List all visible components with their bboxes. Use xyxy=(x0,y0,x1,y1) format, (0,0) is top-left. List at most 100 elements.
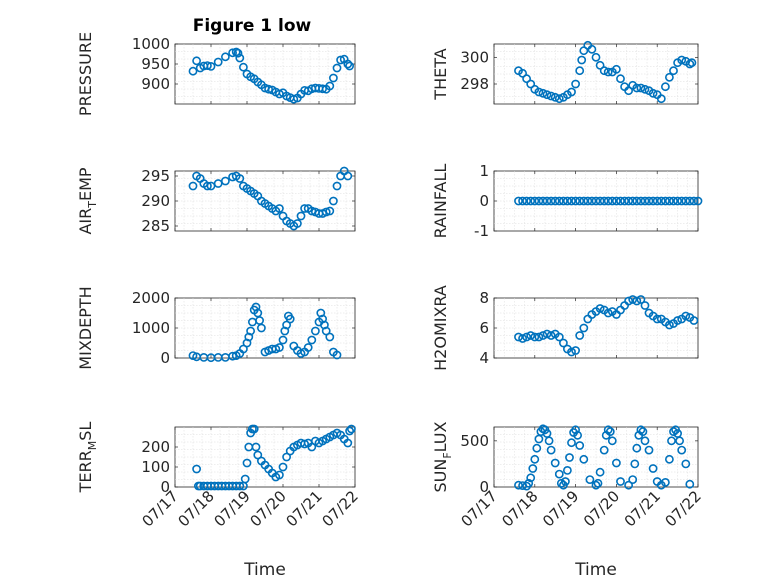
data-point xyxy=(620,196,629,206)
data-point xyxy=(603,425,613,435)
data-point xyxy=(595,467,605,477)
data-point xyxy=(595,304,605,313)
data-point xyxy=(550,196,560,206)
y-tick-label: 0 xyxy=(479,478,489,496)
data-point xyxy=(556,478,566,488)
data-point xyxy=(300,439,309,449)
data-point xyxy=(607,436,617,446)
x-tick-label: 07/20 xyxy=(580,487,623,530)
subplot-8: 0500SUNFLUX07/1707/1807/1907/2007/2107/2… xyxy=(431,421,705,580)
data-point xyxy=(571,196,580,206)
y-tick-label: 1000 xyxy=(132,35,170,53)
data-point xyxy=(661,196,670,206)
y-tick-label: 0 xyxy=(160,478,170,496)
data-point xyxy=(292,219,302,228)
x-tick-label: 07/18 xyxy=(498,487,541,530)
data-point xyxy=(235,174,245,183)
x-tick-label: 07/21 xyxy=(283,487,326,530)
data-point xyxy=(514,196,523,206)
data-point xyxy=(220,52,230,62)
data-point xyxy=(669,427,678,436)
data-point xyxy=(522,332,531,342)
subplot-1: 900 950 1000 PRESSURE xyxy=(76,32,356,116)
data-point xyxy=(673,196,682,206)
data-point xyxy=(249,424,259,434)
data-point xyxy=(579,196,589,206)
y-axis-label: SUNFLUX xyxy=(431,421,454,492)
data-point xyxy=(685,196,695,206)
data-point xyxy=(579,454,589,464)
data-point xyxy=(575,441,585,450)
data-point xyxy=(567,438,576,448)
data-point xyxy=(188,66,198,76)
subplot-3: 285 290 295 AIRTEMP xyxy=(76,166,356,235)
data-point xyxy=(530,196,540,206)
data-point xyxy=(542,90,552,100)
subplot-4: -1 0 1 RAINFALL xyxy=(431,162,703,240)
data-point xyxy=(565,453,574,462)
subplot-6: 4 6 8 H2OMIXRA xyxy=(431,285,699,371)
x-axis-label: Time xyxy=(574,560,617,580)
data-point xyxy=(345,61,354,71)
y-axis-label: TERRMSL xyxy=(76,422,99,494)
data-point xyxy=(278,462,288,472)
data-point xyxy=(624,480,633,490)
data-point xyxy=(577,55,587,65)
data-point xyxy=(632,83,642,93)
data-point xyxy=(554,196,564,206)
x-tick-label: 07/19 xyxy=(539,487,582,530)
data-point xyxy=(673,316,682,325)
data-point xyxy=(285,314,295,324)
data-point xyxy=(669,196,678,206)
data-point xyxy=(648,464,658,473)
x-axis-label: Time xyxy=(243,560,286,580)
data-point xyxy=(538,88,548,98)
y-tick-label: 2000 xyxy=(132,289,170,307)
data-point xyxy=(665,454,674,464)
data-point xyxy=(528,464,538,473)
data-point xyxy=(656,94,666,104)
data-point xyxy=(518,196,527,206)
data-point xyxy=(652,314,662,324)
data-point xyxy=(591,196,601,206)
data-point xyxy=(661,477,670,487)
data-point xyxy=(550,92,560,102)
data-point xyxy=(544,436,554,446)
data-point xyxy=(599,196,609,206)
data-point xyxy=(278,335,288,345)
y-tick-label: 500 xyxy=(460,432,489,450)
data-point xyxy=(522,196,531,206)
y-axis-label: MIXDEPTH xyxy=(76,286,95,369)
data-point xyxy=(318,84,327,94)
y-tick-label: 0 xyxy=(479,192,489,210)
data-point xyxy=(689,316,699,325)
data-point xyxy=(575,66,585,76)
data-point xyxy=(632,196,642,206)
data-point xyxy=(238,62,248,72)
y-axis-label: PRESSURE xyxy=(76,32,95,116)
data-point xyxy=(585,475,595,484)
data-point xyxy=(575,196,585,206)
data-point xyxy=(624,86,633,96)
data-point xyxy=(514,332,523,342)
data-point xyxy=(534,332,544,342)
y-axis-label: H2OMIXRA xyxy=(431,285,450,371)
data-point xyxy=(595,60,605,70)
data-point xyxy=(628,475,638,484)
subplot-2: 298 300 THETA xyxy=(431,40,699,105)
data-point xyxy=(274,470,284,480)
y-tick-label: -1 xyxy=(474,222,489,240)
data-point xyxy=(202,61,212,70)
data-point xyxy=(640,84,650,94)
data-point xyxy=(251,442,261,452)
data-point xyxy=(579,323,589,333)
data-point xyxy=(571,425,580,435)
data-point xyxy=(332,350,342,360)
data-point xyxy=(524,478,534,488)
data-point xyxy=(343,171,353,181)
data-point xyxy=(563,465,572,475)
y-tick-label: 285 xyxy=(141,217,170,235)
data-point xyxy=(307,335,317,345)
data-point xyxy=(640,301,650,310)
data-point xyxy=(343,59,353,69)
